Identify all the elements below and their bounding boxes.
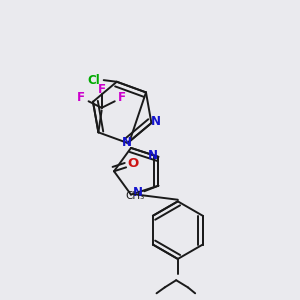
Text: N: N xyxy=(151,115,161,128)
Text: F: F xyxy=(98,83,106,96)
Text: F: F xyxy=(118,91,126,103)
Text: N: N xyxy=(122,136,132,148)
Text: O: O xyxy=(128,157,139,170)
Text: Cl: Cl xyxy=(88,74,100,87)
Text: CH₃: CH₃ xyxy=(125,191,144,202)
Text: N: N xyxy=(148,149,158,162)
Text: N: N xyxy=(133,187,142,200)
Text: F: F xyxy=(77,91,85,103)
